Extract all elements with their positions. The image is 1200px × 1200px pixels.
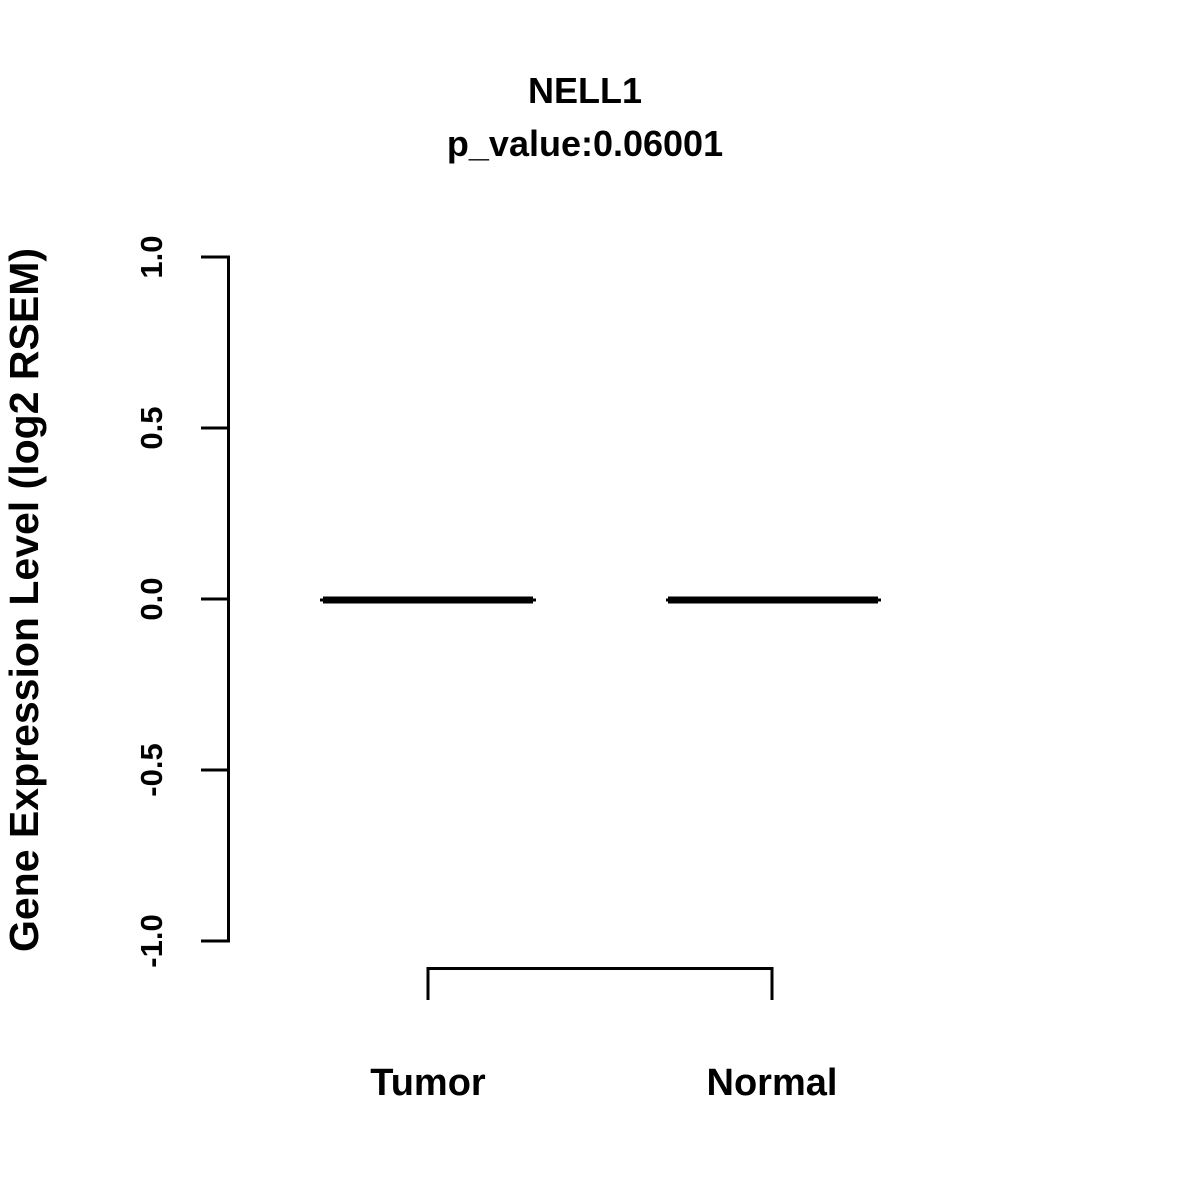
y-axis-tick-label: -1.0 [134, 914, 169, 967]
x-category-label-normal: Normal [707, 1062, 838, 1104]
y-axis-tick-label: -0.5 [134, 743, 169, 796]
plot-title: NELL1 [528, 70, 642, 111]
x-category-label-tumor: Tumor [370, 1062, 486, 1104]
y-axis-tick-label: 0.5 [134, 406, 169, 449]
tumor-box-median [323, 596, 533, 604]
normal-box-median [668, 596, 878, 604]
y-axis-label: Gene Expression Level (log2 RSEM) [1, 248, 47, 952]
plot-subtitle: p_value:0.06001 [447, 123, 723, 164]
y-axis-tick-label: 0.0 [134, 577, 169, 620]
y-axis-tick-label: 1.0 [134, 235, 169, 278]
comparison-bracket [426, 967, 774, 1000]
